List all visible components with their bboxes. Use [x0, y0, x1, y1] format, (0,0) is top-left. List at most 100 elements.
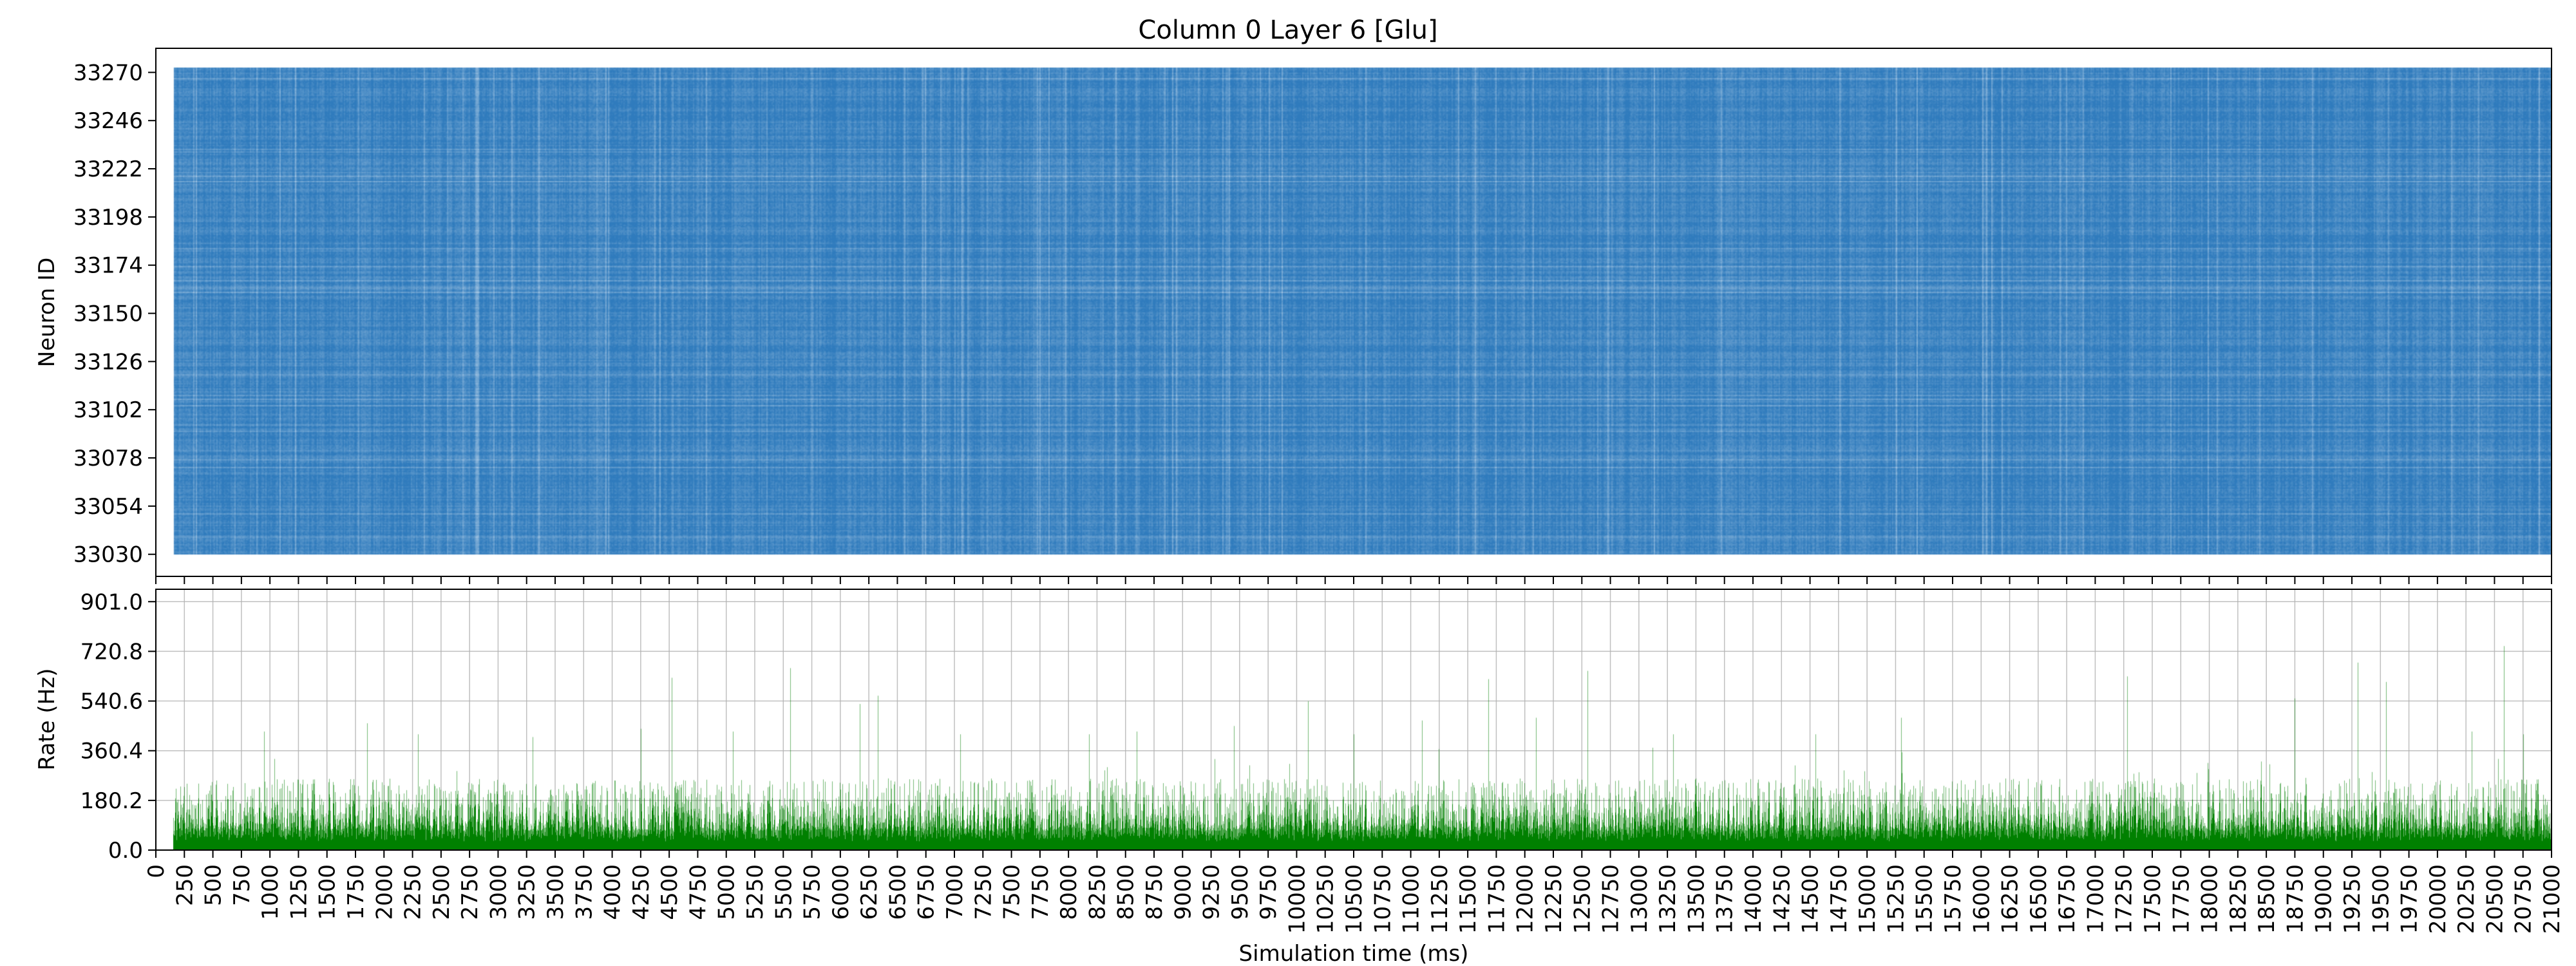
raster-spikes: [156, 48, 2552, 576]
rate-x-tick-label: 13000: [1627, 864, 1653, 934]
rate-x-tick-label: 4500: [657, 864, 683, 920]
rate-x-tick-label: 4750: [685, 864, 711, 920]
rate-x-tick-label: 2750: [457, 864, 483, 920]
raster-y-tick-label: 33222: [73, 156, 143, 182]
rate-x-tick-label: 8250: [1084, 864, 1110, 920]
rate-x-tick-label: 5500: [771, 864, 797, 920]
raster-panel: 33030 33054 33078 33102 33126 33150 33174 33198…: [34, 48, 2552, 584]
rate-frame: [155, 589, 2552, 851]
rate-x-tick-label: 11000: [1399, 864, 1425, 934]
rate-x-tick-label: 19500: [2368, 864, 2394, 934]
rate-x-tick-label: 15500: [1912, 864, 1938, 934]
raster-y-tick-label: 33174: [73, 253, 143, 279]
rate-x-tick-label: 14500: [1798, 864, 1824, 934]
rate-x-tick-label: 10500: [1341, 864, 1367, 934]
rate-x-tick-label: 14250: [1769, 864, 1795, 934]
rate-x-tick-label: 9000: [1170, 864, 1196, 920]
rate-y-tick-label: 180.2: [80, 788, 143, 814]
rate-x-tick-label: 11750: [1484, 864, 1510, 934]
rate-x-tick-label: 9250: [1199, 864, 1225, 920]
rate-x-tick-label: 16250: [1998, 864, 2023, 934]
rate-x-tick-label: 19250: [2340, 864, 2365, 934]
rate-x-tick-label: 250: [172, 864, 198, 906]
rate-y-tick-label: 540.6: [80, 689, 143, 715]
rate-x-tick-label: 1250: [286, 864, 312, 920]
rate-x-tick-label: 9500: [1227, 864, 1253, 920]
rate-x-tick-label: 6500: [885, 864, 911, 920]
raster-y-tick-label: 33030: [73, 542, 143, 568]
rate-x-tick-label: 16500: [2026, 864, 2052, 934]
rate-x-tick-label: 13250: [1655, 864, 1681, 934]
rate-x-tick-label: 15250: [1883, 864, 1909, 934]
rate-y-axis-label: Rate (Hz): [34, 668, 60, 771]
rate-x-tick-label: 17750: [2168, 864, 2194, 934]
rate-x-tick-label: 18500: [2254, 864, 2280, 934]
rate-x-tick-label: 18000: [2197, 864, 2223, 934]
rate-x-tick-label: 1500: [315, 864, 341, 920]
rate-x-tick-label: 1750: [343, 864, 369, 920]
rate-x-tick-label: 500: [201, 864, 227, 906]
rate-x-tick-label: 19750: [2397, 864, 2423, 934]
rate-x-tick-label: 8750: [1142, 864, 1168, 920]
raster-y-tick-label: 33150: [73, 301, 143, 327]
rate-x-tick-label: 13500: [1683, 864, 1709, 934]
rate-x-tick-label: 12500: [1569, 864, 1595, 934]
raster-y-tick-label: 33198: [73, 205, 143, 231]
rate-y-tick-label: 901.0: [80, 589, 143, 615]
raster-y-tick-label: 33126: [73, 349, 143, 375]
rate-x-tick-label: 19000: [2311, 864, 2337, 934]
rate-x-tick-label: 16750: [2054, 864, 2080, 934]
rate-x-tick-label: 5000: [714, 864, 740, 920]
rate-x-tick-label: 9750: [1256, 864, 1282, 920]
rate-x-tick-label: 7750: [1028, 864, 1054, 920]
rate-x-axis-label: Simulation time (ms): [1239, 941, 1469, 966]
raster-x-ticks: [155, 576, 2552, 584]
rate-x-tick-label: 10750: [1370, 864, 1396, 934]
rate-x-tick-label: 20250: [2454, 864, 2479, 934]
rate-x-tick-label: 14000: [1741, 864, 1766, 934]
rate-x-tick-label: 6250: [857, 864, 882, 920]
rate-x-tick-label: 3250: [515, 864, 540, 920]
raster-frame: [155, 48, 2552, 577]
rate-x-tick-label: 3500: [543, 864, 569, 920]
rate-x-tick-label: 3750: [571, 864, 597, 920]
rate-x-tick-label: 0: [144, 864, 169, 878]
rate-x-tick-label: 12250: [1541, 864, 1567, 934]
raster-y-tick-label: 33270: [73, 60, 143, 86]
rate-x-tick-label: 750: [229, 864, 255, 906]
rate-x-tick-label: 7000: [942, 864, 968, 920]
rate-x-tick-label: 6750: [914, 864, 940, 920]
rate-x-tick-label: 4250: [629, 864, 654, 920]
rate-x-tick-label: 5250: [743, 864, 768, 920]
rate-x-tick-label: 8500: [1113, 864, 1139, 920]
rate-x-tick-label: 2000: [372, 864, 397, 920]
rate-x-tick-label: 2500: [429, 864, 455, 920]
rate-x-tick-label: 6000: [828, 864, 854, 920]
rate-x-tick-label: 14750: [1826, 864, 1852, 934]
raster-y-tick-label: 33246: [73, 108, 143, 134]
rate-y-tick-label: 720.8: [80, 639, 143, 665]
rate-x-tick-label: 17000: [2083, 864, 2108, 934]
rate-x-tick-label: 18250: [2226, 864, 2251, 934]
rate-y-ticks: 0.0 180.2 360.4 540.6 720.8 901.0: [80, 589, 156, 864]
rate-x-tick-label: 10250: [1313, 864, 1339, 934]
rate-x-tick-label: 12750: [1598, 864, 1624, 934]
rate-x-tick-label: 16000: [1969, 864, 1994, 934]
raster-y-ticks: 33030 33054 33078 33102 33126 33150 33174 33198…: [73, 60, 156, 568]
rate-x-tick-label: 3000: [486, 864, 511, 920]
rate-x-tick-label: 15000: [1855, 864, 1880, 934]
rate-x-tick-label: 18750: [2282, 864, 2308, 934]
rate-x-tick-label: 8000: [1056, 864, 1082, 920]
rate-x-tick-label: 5750: [800, 864, 826, 920]
rate-histogram: [156, 589, 2552, 850]
rate-x-tick-label: 7250: [971, 864, 996, 920]
rate-x-ticks: 0 250 500 750 1000 1250 1500 1750 2000 2250 2500 27…: [144, 850, 2565, 934]
rate-x-tick-label: 17250: [2112, 864, 2137, 934]
rate-x-tick-label: 11250: [1427, 864, 1453, 934]
rate-x-tick-label: 10000: [1284, 864, 1310, 934]
chart-title: Column 0 Layer 6 [Glu]: [1138, 15, 1437, 45]
rate-x-tick-label: 15750: [1940, 864, 1966, 934]
raster-y-tick-label: 33054: [73, 494, 143, 520]
rate-x-tick-label: 20500: [2482, 864, 2508, 934]
